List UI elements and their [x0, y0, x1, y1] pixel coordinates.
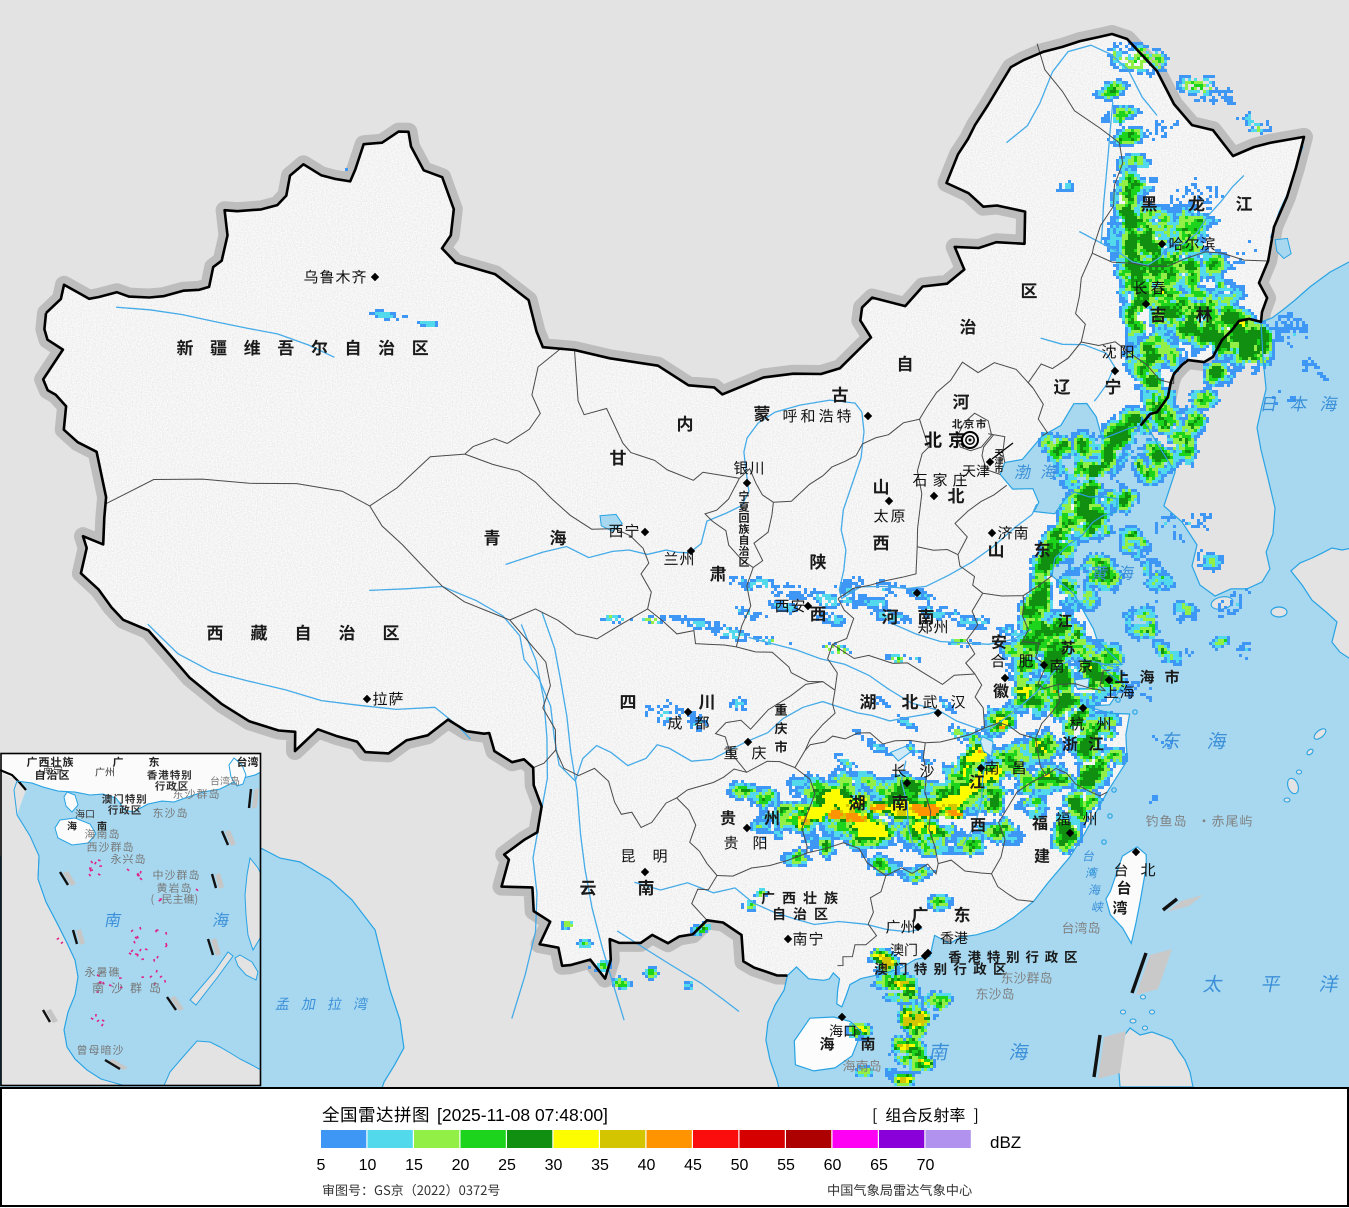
svg-text:60: 60 [824, 1157, 842, 1174]
svg-text:55: 55 [777, 1157, 795, 1174]
svg-text:[2025-11-08 07:48:00]: [2025-11-08 07:48:00] [437, 1105, 608, 1125]
svg-text:15: 15 [405, 1157, 423, 1174]
svg-text:35: 35 [591, 1157, 609, 1174]
svg-text:70: 70 [917, 1157, 935, 1174]
svg-text:dBZ: dBZ [990, 1133, 1021, 1152]
svg-text:40: 40 [638, 1157, 656, 1174]
svg-text:65: 65 [870, 1157, 888, 1174]
svg-text:25: 25 [498, 1157, 516, 1174]
svg-text:10: 10 [359, 1157, 377, 1174]
svg-text:50: 50 [731, 1157, 749, 1174]
svg-text:30: 30 [545, 1157, 563, 1174]
svg-text:5: 5 [317, 1157, 326, 1174]
svg-text:45: 45 [684, 1157, 702, 1174]
svg-text:20: 20 [452, 1157, 470, 1174]
